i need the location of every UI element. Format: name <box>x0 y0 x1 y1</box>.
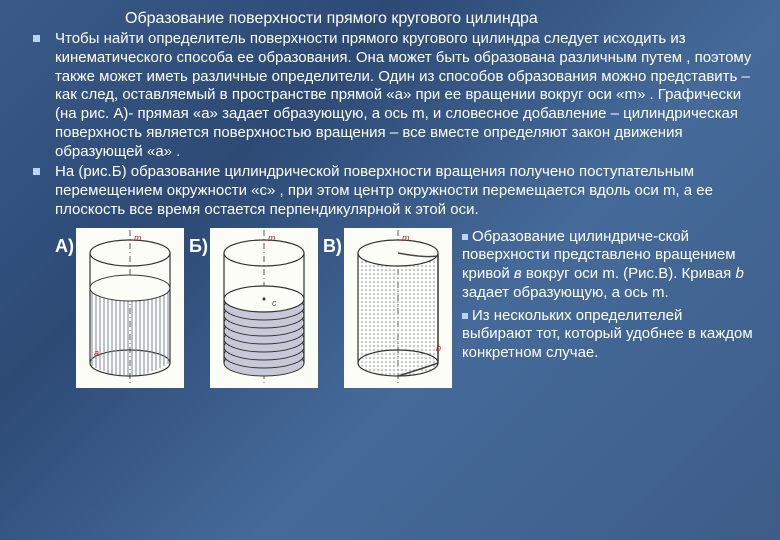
figure-c-label: В) <box>323 236 342 257</box>
bullet-icon <box>33 168 40 175</box>
paragraph-2: На (рис.Б) образование цилиндрической по… <box>55 163 755 219</box>
circle-c-label: c <box>272 298 277 308</box>
line-a-label: a <box>94 348 99 358</box>
paragraph-2-text: На (рис.Б) образование цилиндрической по… <box>55 163 713 218</box>
figures-group: А) <box>55 228 452 388</box>
right-para-1: Образование цилиндриче-ской поверхности … <box>462 228 755 303</box>
figure-c-block: В) m b <box>323 228 452 388</box>
figure-b-block: Б) m <box>189 228 318 388</box>
right-text-column: Образование цилиндриче-ской поверхности … <box>452 228 755 388</box>
slide-title: Образование поверхности прямого круговог… <box>125 10 755 28</box>
bullet-icon <box>462 313 468 319</box>
r1b: в <box>514 265 522 282</box>
r1c: вокруг оси m. (Рис.В). Кривая <box>522 265 736 282</box>
axis-m-label: m <box>402 233 410 243</box>
bullet-icon <box>33 35 40 42</box>
figure-a-diagram: m a <box>76 228 184 388</box>
figure-b-label: Б) <box>189 236 208 257</box>
bullet-icon <box>462 234 468 240</box>
paragraph-1-text: Чтобы найти определитель поверхности пря… <box>55 30 751 160</box>
axis-m-label: m <box>268 233 276 243</box>
figure-a-label: А) <box>55 236 74 257</box>
paragraph-1: Чтобы найти определитель поверхности пря… <box>55 30 755 161</box>
r2: Из нескольких определителей выбирают тот… <box>462 307 753 362</box>
bottom-row: А) <box>55 228 755 388</box>
axis-m-label: m <box>134 233 142 243</box>
figure-c-diagram: m b <box>344 228 452 388</box>
cylinder-c-svg <box>344 228 452 388</box>
right-para-2: Из нескольких определителей выбирают тот… <box>462 307 755 363</box>
figure-b-diagram: m c <box>210 228 318 388</box>
r1d: b <box>735 265 743 282</box>
cylinder-a-svg <box>76 228 184 388</box>
cylinder-b-svg <box>210 228 318 388</box>
figure-a-block: А) <box>55 228 184 388</box>
curve-b-label: b <box>436 343 441 353</box>
r1e: задает образующую, а ось m. <box>462 284 669 301</box>
